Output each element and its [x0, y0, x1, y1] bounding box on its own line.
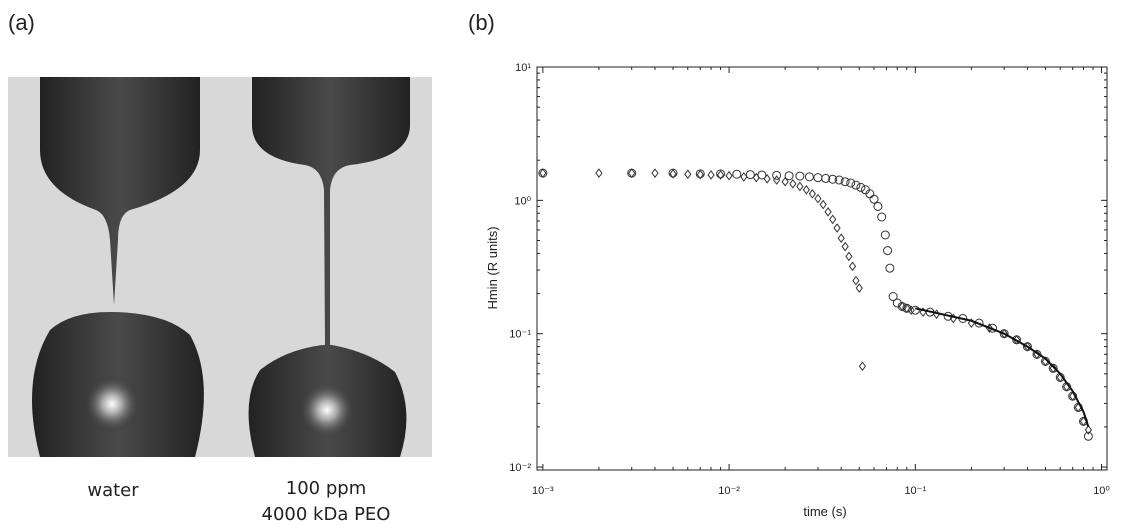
fit-line	[915, 307, 1090, 428]
data-point	[852, 275, 860, 286]
data-point	[1084, 425, 1093, 435]
panel-label: (b)	[468, 10, 495, 35]
data-point	[789, 178, 797, 189]
data-point	[883, 246, 893, 256]
data-point	[834, 175, 844, 185]
data-point	[829, 214, 837, 225]
data-point	[833, 223, 841, 233]
caption: water	[87, 480, 139, 501]
data-point	[885, 263, 895, 273]
data-point	[808, 188, 816, 199]
data-point	[595, 168, 603, 178]
data-point	[1083, 431, 1093, 441]
data-point	[745, 170, 755, 180]
data-point	[814, 193, 822, 204]
data-point	[707, 170, 715, 180]
data-point	[781, 176, 789, 187]
data-point	[841, 241, 849, 252]
data-point	[740, 172, 748, 182]
data-point	[907, 305, 915, 316]
data-point	[539, 168, 547, 178]
data-point	[802, 184, 810, 195]
data-point	[873, 201, 883, 211]
data-point	[851, 180, 861, 190]
data-point	[824, 207, 832, 217]
data-point	[858, 361, 867, 372]
data-point	[903, 303, 911, 314]
data-point	[763, 173, 771, 184]
y-tick-label: 10¹	[515, 62, 531, 74]
data-point	[880, 230, 890, 240]
data-point	[855, 283, 863, 293]
x-tick-label: 10⁻³	[532, 485, 554, 497]
data-point	[848, 261, 857, 272]
data-point	[1049, 363, 1057, 374]
caption: 100 ppm	[286, 478, 366, 499]
data-point	[669, 169, 677, 179]
data-point	[819, 199, 827, 210]
data-point	[869, 194, 879, 204]
data-point	[773, 175, 781, 185]
data-point	[898, 301, 906, 312]
data-point	[796, 181, 804, 192]
data-point	[732, 169, 742, 179]
caption: 4000 kDa PEO	[262, 504, 391, 525]
data-point	[752, 172, 760, 183]
data-point	[795, 171, 805, 181]
data-point	[837, 233, 845, 244]
panel-label: (a)	[8, 10, 35, 35]
data-point	[651, 168, 659, 178]
data-point	[828, 174, 838, 184]
data-point	[877, 212, 887, 222]
data-point	[725, 170, 733, 181]
x-tick-label: 10⁰	[1093, 485, 1110, 497]
data-point	[856, 182, 866, 192]
data-point	[784, 171, 794, 181]
data-point	[804, 172, 814, 182]
data-point	[1033, 349, 1041, 360]
y-tick-label: 10⁻¹	[509, 329, 531, 341]
data-point	[716, 170, 725, 180]
data-point	[772, 170, 782, 180]
y-tick-label: 10⁰	[514, 195, 531, 207]
data-point	[628, 168, 636, 178]
data-point	[696, 169, 704, 180]
data-point	[813, 173, 823, 183]
data-point	[684, 169, 692, 180]
droplet-image	[8, 77, 432, 457]
data-point	[821, 173, 831, 183]
data-point	[846, 178, 856, 188]
data-point	[845, 251, 853, 262]
x-tick-label: 10⁻²	[718, 485, 740, 497]
data-point	[716, 169, 726, 179]
data-point	[888, 292, 898, 302]
data-point	[840, 177, 850, 187]
plot-frame	[536, 66, 1108, 471]
y-tick-label: 10⁻²	[509, 462, 531, 474]
y-axis-label: Hmin (R units)	[485, 226, 500, 309]
x-axis-label: time (s)	[803, 504, 846, 519]
x-tick-label: 10⁻¹	[904, 485, 926, 497]
